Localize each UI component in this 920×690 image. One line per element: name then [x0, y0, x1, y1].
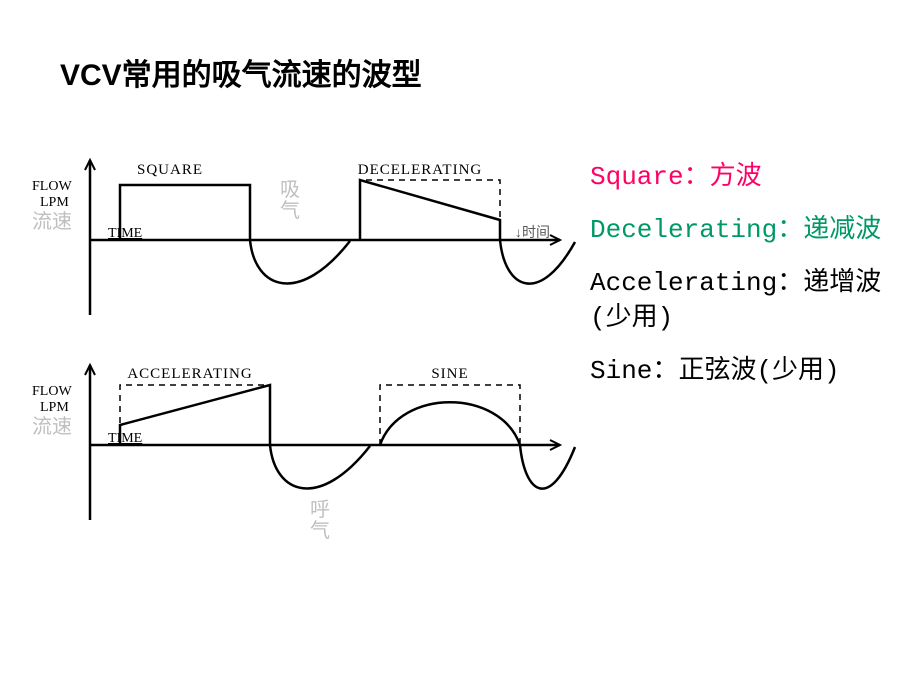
svg-text:ACCELERATING: ACCELERATING — [127, 366, 252, 382]
flow-cn-2: 流速 — [32, 410, 72, 439]
legend-cn: 递增波 — [803, 268, 881, 298]
legend-suffix: (少用) — [756, 356, 839, 386]
legend-cn: 方波 — [710, 162, 762, 192]
time-arrow: ↓时间 — [515, 222, 550, 242]
flow-cn-1: 流速 — [32, 205, 72, 234]
inhale-label: 吸气 — [280, 180, 302, 222]
legend-suffix: (少用) — [590, 303, 673, 333]
legend-en: Square — [590, 162, 684, 192]
legend-square: Square：方波 — [590, 160, 900, 195]
svg-text:SINE: SINE — [431, 366, 468, 382]
page-title: VCV常用的吸气流速的波型 — [60, 50, 422, 94]
waveform-diagram: FLOWLPMTIMESQUAREDECELERATINGFLOWLPMTIME… — [20, 150, 580, 590]
legend-accel: Accelerating：递增波(少用) — [590, 266, 900, 336]
svg-text:FLOW: FLOW — [32, 384, 72, 399]
legend-cn: 递减波 — [803, 215, 881, 245]
svg-text:TIME: TIME — [108, 226, 142, 241]
legend-decel: Decelerating：递减波 — [590, 213, 900, 248]
legend-cn: 正弦波 — [678, 356, 756, 386]
legend-en: Accelerating — [590, 268, 777, 298]
svg-text:SQUARE: SQUARE — [137, 162, 203, 178]
legend-en: Sine — [590, 356, 652, 386]
legend-en: Decelerating — [590, 215, 777, 245]
exhale-label: 呼气 — [310, 500, 332, 542]
svg-text:FLOW: FLOW — [32, 179, 72, 194]
svg-text:DECELERATING: DECELERATING — [358, 162, 483, 178]
svg-text:TIME: TIME — [108, 431, 142, 446]
legend: Square：方波 Decelerating：递减波 Accelerating：… — [590, 160, 900, 407]
legend-sine: Sine：正弦波(少用) — [590, 354, 900, 389]
